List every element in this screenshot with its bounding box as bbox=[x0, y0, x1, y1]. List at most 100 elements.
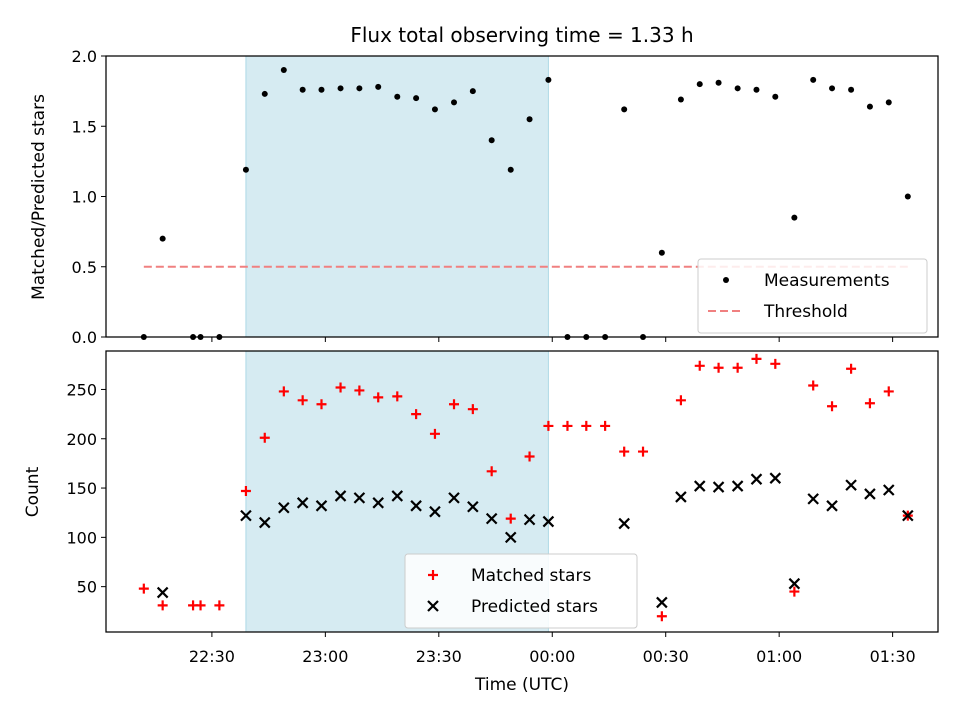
axes-frame bbox=[105, 55, 939, 338]
predicted-star-point bbox=[731, 480, 744, 492]
y-tick-label: 0.0 bbox=[72, 328, 97, 347]
predicted-star-point bbox=[750, 473, 763, 485]
x-tick-label: 23:30 bbox=[416, 647, 462, 666]
predicted-star-point bbox=[693, 480, 706, 492]
y-tick-label: 0.5 bbox=[72, 258, 97, 277]
x-tick-label: 01:30 bbox=[870, 647, 916, 666]
predicted-star-point bbox=[334, 490, 347, 502]
y-tick-label: 2.0 bbox=[72, 47, 97, 66]
measurement-point bbox=[488, 137, 495, 144]
measurement-point bbox=[159, 235, 166, 242]
matched-star-point bbox=[524, 451, 535, 462]
predicted-star-point bbox=[656, 596, 668, 609]
matched-star-point bbox=[864, 398, 875, 409]
predicted-star-point bbox=[296, 497, 309, 509]
predicted-star-point bbox=[826, 500, 838, 512]
predicted-star-point bbox=[864, 488, 876, 500]
predicted-star-point bbox=[523, 513, 536, 526]
measurement-point bbox=[356, 85, 363, 92]
legend-matched-swatch bbox=[428, 570, 438, 580]
matched-star-point bbox=[392, 391, 403, 402]
measurement-point bbox=[431, 106, 438, 113]
measurement-point bbox=[677, 96, 684, 103]
measurement-point bbox=[375, 83, 382, 90]
matched-star-point bbox=[214, 600, 225, 611]
predicted-star-point bbox=[391, 490, 404, 502]
measurement-point bbox=[715, 79, 722, 86]
measurement-point bbox=[696, 81, 703, 88]
y-tick-label: 50 bbox=[77, 578, 97, 597]
y-tick-label: 1.0 bbox=[72, 188, 97, 207]
shaded-span bbox=[245, 55, 549, 338]
measurement-point bbox=[318, 86, 325, 93]
legend-label: Measurements bbox=[764, 271, 890, 291]
predicted-star-point bbox=[372, 497, 384, 509]
measurement-point bbox=[753, 86, 760, 93]
y-tick-label: 150 bbox=[66, 479, 97, 498]
matched-star-point bbox=[789, 586, 800, 597]
predicted-star-point bbox=[410, 500, 422, 512]
matched-star-point bbox=[505, 513, 516, 524]
matched-star-point bbox=[373, 392, 384, 403]
measurement-point bbox=[904, 193, 911, 200]
matched-star-point bbox=[240, 486, 251, 497]
x-tick-label: 22:30 bbox=[189, 647, 235, 666]
matched-star-point bbox=[543, 420, 554, 431]
predicted-star-point bbox=[675, 491, 687, 503]
predicted-star-point bbox=[240, 509, 252, 522]
measurement-point bbox=[829, 85, 836, 92]
predicted-star-point bbox=[315, 500, 328, 512]
predicted-star-point bbox=[788, 577, 801, 590]
predicted-star-point bbox=[258, 516, 271, 529]
axes-frame bbox=[105, 350, 939, 633]
measurement-point bbox=[526, 116, 533, 123]
chart-title: Flux total observing time = 1.33 h bbox=[350, 23, 693, 47]
measurement-point bbox=[394, 93, 401, 100]
matched-star-point bbox=[827, 401, 838, 412]
measurement-point bbox=[242, 166, 249, 173]
predicted-star-point bbox=[467, 501, 479, 513]
predicted-star-point bbox=[769, 472, 782, 484]
measurement-point bbox=[299, 86, 306, 93]
legend-measurement-swatch bbox=[723, 277, 729, 283]
matched-star-point bbox=[195, 600, 206, 611]
matched-star-point bbox=[600, 420, 611, 431]
matched-star-point bbox=[562, 420, 573, 431]
predicted-star-point bbox=[485, 512, 498, 525]
measurement-point bbox=[261, 90, 268, 97]
matched-star-point bbox=[751, 353, 762, 364]
matched-star-point bbox=[429, 428, 440, 439]
y-tick-label: 1.5 bbox=[72, 117, 97, 136]
measurement-point bbox=[885, 99, 892, 106]
x-tick-label: 00:30 bbox=[643, 647, 689, 666]
legend-label: Threshold bbox=[763, 302, 848, 322]
measurement-point bbox=[734, 85, 741, 92]
x-tick-label: 23:00 bbox=[302, 647, 348, 666]
y-tick-label: 100 bbox=[66, 528, 97, 547]
matched-star-point bbox=[486, 466, 497, 477]
bottom-panel: 50 100 150 200 250 22:30 23:00 23:30 00:00 00:30 0… bbox=[66, 350, 939, 666]
top-y-axis-label: Matched/Predicted stars bbox=[29, 94, 49, 300]
y-tick-label: 250 bbox=[66, 380, 97, 399]
measurement-point bbox=[658, 249, 665, 256]
predicted-star-point bbox=[353, 492, 366, 504]
matched-star-point bbox=[581, 420, 592, 431]
measurement-point bbox=[791, 214, 798, 221]
matched-star-point bbox=[278, 386, 289, 397]
matched-star-point bbox=[713, 362, 724, 373]
predicted-star-point bbox=[448, 492, 460, 504]
legend-label: Matched stars bbox=[471, 566, 591, 586]
measurement-point bbox=[337, 85, 344, 92]
predicted-star-point bbox=[504, 531, 517, 544]
legend-label: Predicted stars bbox=[471, 597, 598, 617]
predicted-star-point bbox=[712, 481, 725, 493]
matched-star-point bbox=[808, 380, 819, 391]
matched-star-point bbox=[694, 360, 705, 371]
matched-star-point bbox=[883, 386, 894, 397]
bottom-y-axis-label: Count bbox=[23, 466, 43, 517]
predicted-star-point bbox=[807, 493, 819, 505]
matched-star-point bbox=[638, 446, 649, 457]
measurement-point bbox=[280, 67, 287, 74]
matched-star-point bbox=[316, 399, 327, 410]
